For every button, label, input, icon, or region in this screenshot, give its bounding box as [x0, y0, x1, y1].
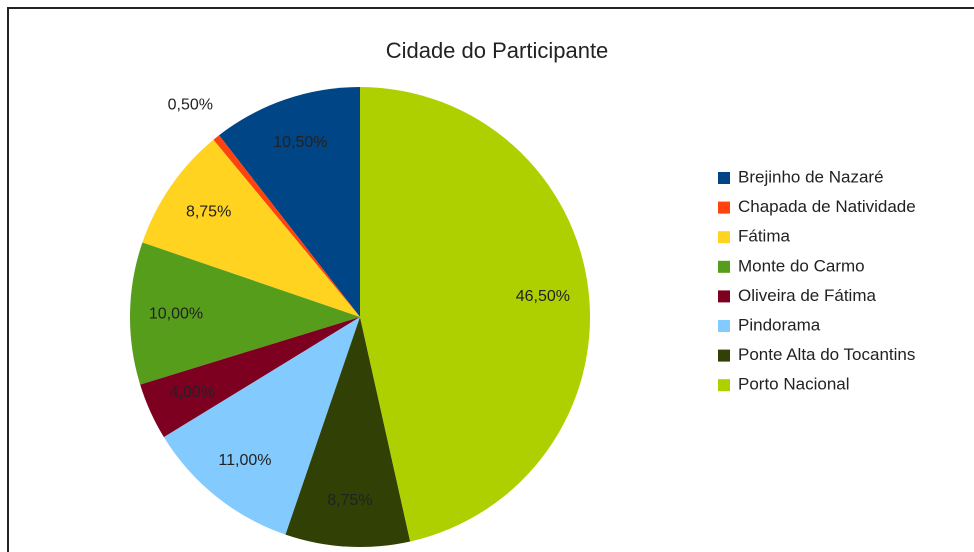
legend-label: Ponte Alta do Tocantins	[738, 345, 915, 364]
data-label: 10,50%	[273, 134, 327, 151]
legend-swatch	[718, 379, 730, 392]
legend-swatch	[718, 290, 730, 303]
legend-swatch	[718, 172, 730, 184]
pie-slice	[285, 317, 411, 547]
legend-swatch	[718, 320, 730, 332]
legend-swatch	[718, 349, 730, 362]
legend-label: Pindorama	[738, 315, 821, 334]
legend-label: Porto Nacional	[738, 375, 850, 394]
legend-label: Chapada de Natividade	[738, 197, 916, 216]
pie-slice	[140, 317, 360, 438]
data-label: 8,75%	[327, 492, 372, 509]
legend-swatch	[718, 201, 730, 214]
pie-slice	[219, 87, 360, 317]
pie-slice	[360, 87, 591, 542]
legend-swatch	[718, 231, 730, 244]
legend-swatch	[718, 260, 730, 273]
legend-label: Brejinho de Nazaré	[738, 167, 884, 186]
pie-slice	[142, 139, 360, 317]
legend-label: Monte do Carmo	[738, 256, 865, 275]
data-label: 46,50%	[516, 288, 570, 305]
data-label: 0,50%	[168, 96, 213, 113]
legend-label: Fátima	[738, 227, 791, 246]
pie-slice	[129, 242, 360, 385]
data-label: 4,00%	[170, 384, 215, 401]
data-label: 10,00%	[149, 305, 203, 322]
data-label: 11,00%	[218, 452, 271, 469]
data-label: 8,75%	[186, 204, 231, 221]
chart-title: Cidade do Participante	[386, 38, 609, 63]
pie-slice	[163, 317, 360, 535]
legend-label: Oliveira de Fátima	[738, 286, 876, 305]
pie-slice	[213, 135, 360, 317]
